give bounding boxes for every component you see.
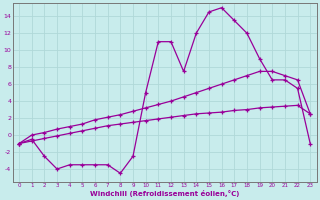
X-axis label: Windchill (Refroidissement éolien,°C): Windchill (Refroidissement éolien,°C)	[90, 190, 239, 197]
